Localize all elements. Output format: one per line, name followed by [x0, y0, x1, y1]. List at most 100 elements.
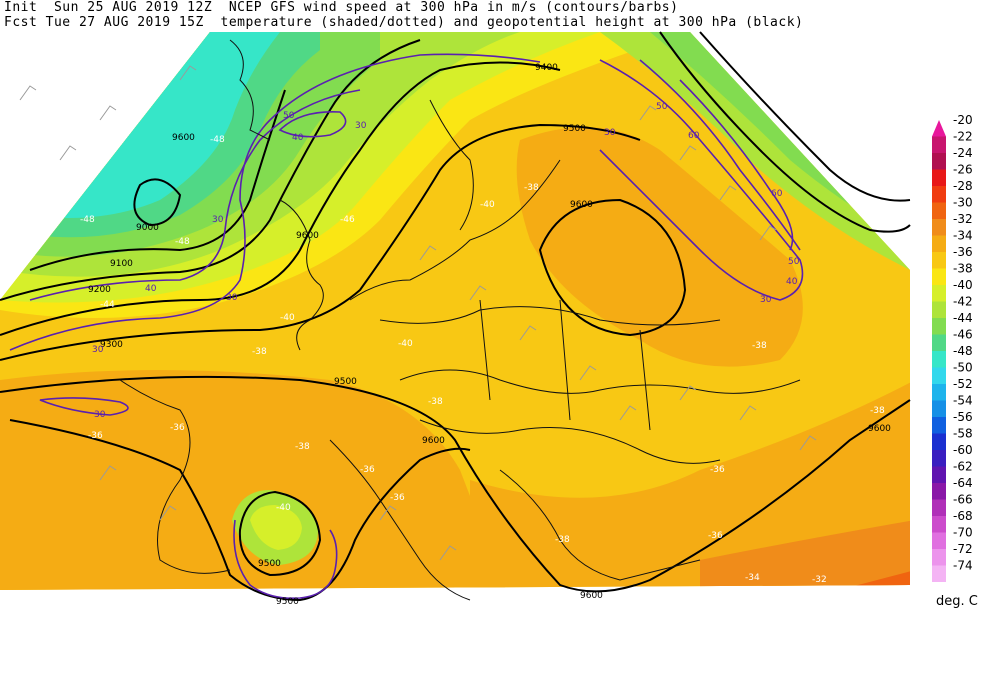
- legend-swatch: [932, 466, 946, 483]
- temperature-label: -38: [555, 535, 570, 545]
- height-label: 9600: [868, 424, 891, 434]
- wind-label: 30: [92, 345, 104, 355]
- legend-label: -68: [953, 509, 973, 523]
- legend-label: -34: [953, 229, 973, 243]
- coastlines: [119, 39, 801, 601]
- wind-barbs: [19, 65, 817, 561]
- temperature-label: -38: [524, 183, 539, 193]
- wind-label: 50: [283, 111, 295, 121]
- legend-swatch: [932, 351, 946, 368]
- height-label: 9200: [88, 285, 111, 295]
- legend-label: -50: [953, 361, 973, 375]
- temperature-label: -36: [360, 465, 375, 475]
- legend-swatch: [932, 136, 946, 153]
- legend-swatch: [932, 186, 946, 203]
- legend-swatch: [932, 268, 946, 285]
- height-label: 9600: [296, 231, 319, 241]
- legend-label: -66: [953, 493, 973, 507]
- height-labels: 9400 9500 9600 9500 9500 9600 9600 9600 …: [88, 63, 891, 607]
- temperature-label: -38: [295, 442, 310, 452]
- wind-label: 30: [94, 410, 106, 420]
- legend-swatch: [932, 417, 946, 434]
- wind-label: 40: [145, 284, 157, 294]
- legend-swatch: [932, 532, 946, 549]
- temperature-label: -36: [708, 531, 723, 541]
- legend-label: -38: [953, 262, 973, 276]
- legend-swatch: [932, 384, 946, 401]
- temperature-labels: -48 -48 -48 -44 -40 -40 -38 -38 -38 -36 …: [80, 135, 885, 655]
- temperature-label: -40: [398, 339, 413, 349]
- legend-label: -48: [953, 344, 973, 358]
- legend-units: deg. C: [936, 594, 978, 609]
- temperature-label: -44: [100, 300, 115, 310]
- legend-label: -30: [953, 196, 973, 210]
- height-label: 9500: [276, 597, 299, 607]
- wind-label: 30: [760, 295, 772, 305]
- legend-swatch: [932, 153, 946, 170]
- legend-swatch: [932, 450, 946, 467]
- temperature-label: -38: [752, 341, 767, 351]
- legend-label: -32: [953, 212, 973, 226]
- temperature-label: -40: [480, 200, 495, 210]
- height-label: 9500: [563, 124, 586, 134]
- legend-label: -44: [953, 311, 973, 325]
- legend-label: -46: [953, 328, 973, 342]
- legend-swatch: [932, 549, 946, 566]
- forecast-title-line: Fcst Tue 27 AUG 2019 15Z temperature (sh…: [4, 15, 804, 30]
- wind-label: 40: [292, 133, 304, 143]
- wind-speed-isotachs: [9, 53, 804, 600]
- color-legend: -20 -22 -24 -26 -28 -30 -32 -34 -36 -38 -40 -42 -44 -…: [932, 113, 973, 582]
- legend-swatch: [932, 565, 946, 582]
- temperature-label: -36: [390, 493, 405, 503]
- height-label: 9300: [100, 340, 123, 350]
- wind-label: 30: [604, 128, 616, 138]
- legend-label: -64: [953, 476, 973, 490]
- wind-label: 30: [226, 293, 238, 303]
- legend-label: -74: [953, 559, 973, 573]
- legend-label: -62: [953, 460, 973, 474]
- height-label: 9100: [110, 259, 133, 269]
- wind-label: 40: [786, 277, 798, 287]
- temperature-label: -40: [280, 313, 295, 323]
- geopotential-height-contours: [0, 31, 911, 602]
- wind-label: 50: [788, 257, 800, 267]
- legend-swatch: [932, 202, 946, 219]
- temperature-label: -38: [870, 406, 885, 416]
- temperature-label: -36: [170, 423, 185, 433]
- legend-label: -40: [953, 278, 973, 292]
- legend-label: -54: [953, 394, 973, 408]
- temperature-label: -48: [175, 237, 190, 247]
- legend-label: -20: [953, 113, 973, 127]
- temperature-label: -38: [428, 397, 443, 407]
- legend-swatch: [932, 483, 946, 500]
- legend-swatch: [932, 318, 946, 335]
- temperature-label: -32: [812, 575, 827, 585]
- wind-labels: 30 40 50 60 30 30 30 40 30 30 50 40 30 5…: [92, 102, 800, 420]
- wind-label: 30: [355, 121, 367, 131]
- height-label: 9400: [535, 63, 558, 73]
- temperature-label: -38: [252, 347, 267, 357]
- wind-label: 60: [688, 131, 700, 141]
- legend-label: -22: [953, 130, 973, 144]
- legend-label: -70: [953, 526, 973, 540]
- legend-swatch: [932, 219, 946, 236]
- legend-label: -60: [953, 443, 973, 457]
- legend-label: -28: [953, 179, 973, 193]
- height-label: 9600: [570, 200, 593, 210]
- height-label: 9600: [422, 436, 445, 446]
- legend-swatch: [932, 433, 946, 450]
- legend-swatch: [932, 367, 946, 384]
- legend-label: -72: [953, 542, 973, 556]
- legend-swatch: [932, 169, 946, 186]
- height-label: 9500: [334, 377, 357, 387]
- legend-swatch: [932, 516, 946, 533]
- legend-label: -56: [953, 410, 973, 424]
- height-label: 9000: [136, 223, 159, 233]
- legend-label: -42: [953, 295, 973, 309]
- weather-map: 9400 9500 9600 9500 9500 9600 9600 9600 …: [0, 31, 911, 655]
- height-label: 9600: [172, 133, 195, 143]
- legend-swatch: [932, 120, 946, 137]
- temperature-label: -36: [88, 431, 103, 441]
- legend-swatch: [932, 499, 946, 516]
- legend-label: -36: [953, 245, 973, 259]
